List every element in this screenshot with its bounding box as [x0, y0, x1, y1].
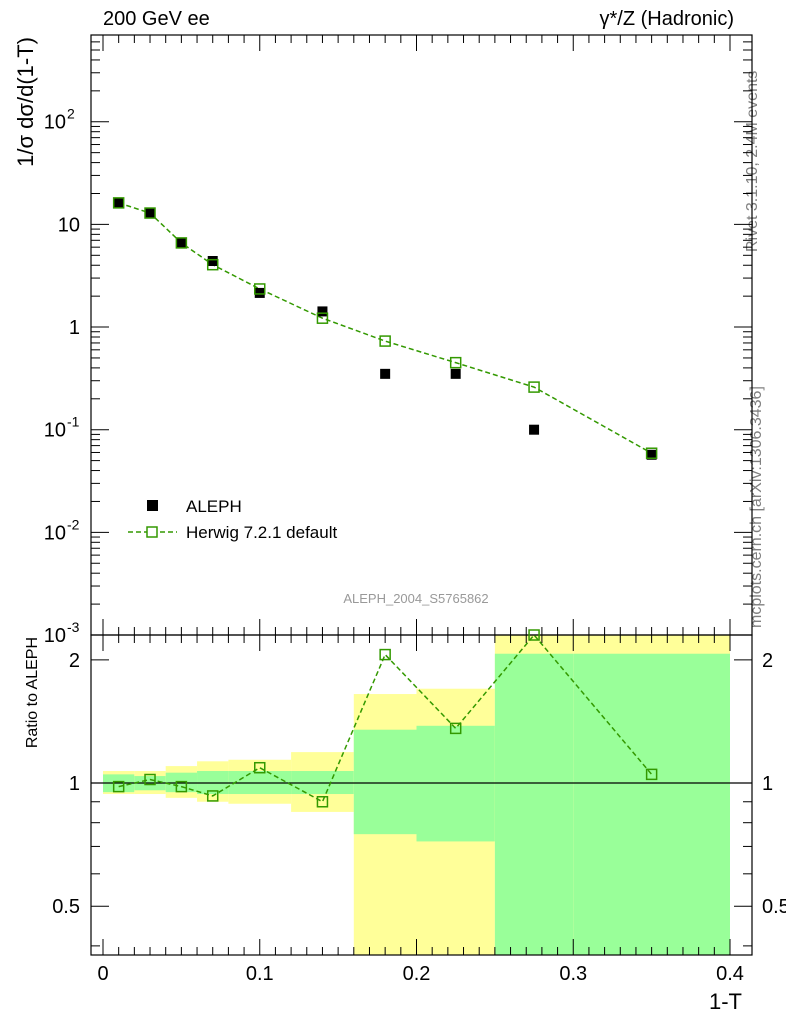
ratio-bands [103, 635, 730, 955]
aleph-point [529, 424, 540, 435]
mc-point [528, 381, 540, 393]
ratio-point [645, 768, 658, 781]
y-tick-label-top: 10 [44, 625, 66, 647]
mc-point [379, 335, 391, 347]
series-layer [112, 197, 658, 808]
header-right: γ*/Z (Hadronic) [599, 8, 734, 30]
band-inner-bin [165, 772, 198, 793]
aleph-point [380, 368, 391, 379]
legend: ALEPH Herwig 7.2.1 default [128, 497, 337, 542]
aleph-point [207, 255, 218, 266]
ratio-point [528, 629, 540, 641]
aleph-point [254, 287, 265, 298]
legend-mc-marker [146, 526, 158, 538]
mc-point [254, 283, 266, 295]
y-tick-exponent-top: -3 [67, 619, 80, 635]
x-axis-label: 1-T [709, 989, 742, 1014]
y-tick-label-top: 10 [44, 112, 66, 134]
band-inner-bin [573, 653, 730, 955]
ratio-point [144, 773, 156, 786]
ratio-point [316, 796, 329, 808]
ratio-line [118, 633, 653, 803]
y-tick-label-top: 1 [69, 317, 80, 339]
ratio-point [206, 790, 219, 802]
y-tick-label-top: 10 [58, 214, 80, 236]
header-left: 200 GeV ee [103, 8, 210, 30]
y-tick-label-bottom-right: 2 [762, 650, 773, 672]
y-tick-label-bottom-left: 2 [69, 650, 80, 672]
ratio-point [175, 780, 188, 793]
legend-aleph-marker [147, 500, 158, 511]
aleph-point [113, 197, 124, 208]
mc-point [112, 197, 125, 209]
mc-point [645, 447, 658, 459]
ratio-point [112, 780, 125, 793]
mc-point [206, 258, 219, 271]
y-tick-exponent-top: 2 [67, 106, 75, 122]
y-tick-label-bottom-right: 0.5 [762, 896, 786, 918]
aleph-point [145, 208, 156, 219]
y-tick-label-top: 10 [44, 420, 66, 442]
analysis-tag: ALEPH_2004_S5765862 [343, 591, 488, 606]
ratio-frame [90, 634, 753, 956]
aleph-point [317, 306, 328, 317]
y-tick-label-top: 10 [44, 522, 66, 544]
y-axis-label-bottom: Ratio to ALEPH [24, 637, 41, 748]
legend-aleph-label: ALEPH [186, 497, 242, 516]
band-inner-bin [353, 729, 417, 835]
ratio-point [254, 761, 266, 774]
legend-mc-label: Herwig 7.2.1 default [186, 523, 337, 542]
y-tick-exponent-top: -2 [67, 516, 80, 532]
x-tick-label: 0.1 [246, 963, 274, 985]
aleph-point [646, 449, 657, 460]
y-tick-label-bottom-right: 1 [762, 773, 773, 795]
y-tick-label-bottom-left: 0.5 [52, 896, 80, 918]
x-tick-label: 0.3 [559, 963, 587, 985]
aleph-point [176, 237, 187, 248]
main-frame [90, 34, 753, 636]
mc-line [118, 202, 652, 454]
x-tick-label: 0 [97, 963, 108, 985]
mc-point [175, 237, 188, 249]
x-tick-label: 0.2 [403, 963, 431, 985]
x-tick-label: 0.4 [716, 963, 744, 985]
ratio-point [449, 722, 462, 735]
axis-ticks [91, 34, 752, 955]
mc-point [316, 312, 329, 324]
aleph-point [450, 368, 461, 379]
ratio-point [379, 648, 391, 661]
mc-point [449, 356, 462, 369]
mc-point [144, 207, 156, 219]
y-tick-label-bottom-left: 1 [69, 773, 80, 795]
band-inner-bin [494, 653, 574, 955]
y-tick-exponent-top: -1 [67, 414, 80, 430]
y-axis-label-top: 1/σ dσ/d(1-T) [13, 37, 38, 167]
